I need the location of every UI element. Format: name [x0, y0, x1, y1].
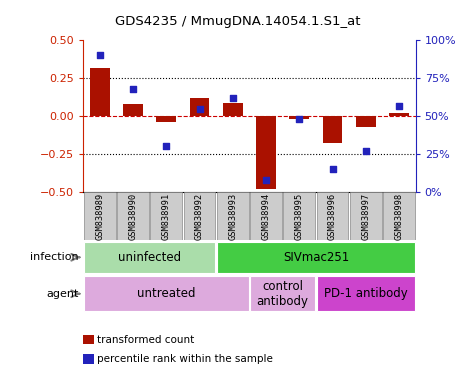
Bar [289, 116, 309, 119]
Point [162, 143, 170, 149]
Bar [117, 192, 149, 240]
Bar [356, 116, 376, 127]
Text: uninfected: uninfected [118, 251, 181, 264]
Text: control
antibody: control antibody [256, 280, 309, 308]
Bar [190, 98, 209, 116]
Text: SIVmac251: SIVmac251 [283, 251, 349, 264]
Text: GSM838993: GSM838993 [228, 192, 237, 240]
Bar [256, 116, 276, 189]
Bar [90, 68, 110, 116]
Bar [156, 116, 176, 122]
Point [229, 95, 237, 101]
Point [96, 53, 104, 59]
Point [196, 106, 203, 112]
Text: untreated: untreated [137, 287, 196, 300]
Point [262, 177, 270, 183]
Text: GSM838994: GSM838994 [262, 192, 270, 240]
Bar [223, 103, 243, 116]
Point [129, 86, 137, 92]
Bar [316, 192, 349, 240]
Text: GSM838997: GSM838997 [361, 192, 370, 240]
Bar [84, 276, 249, 311]
Point [395, 103, 403, 109]
Bar [183, 192, 216, 240]
Text: GSM838990: GSM838990 [129, 192, 137, 240]
Bar [250, 192, 282, 240]
Bar [383, 192, 415, 240]
Bar [217, 192, 249, 240]
Point [362, 148, 370, 154]
Bar [123, 104, 143, 116]
Text: GSM838995: GSM838995 [295, 192, 304, 240]
Text: GSM838992: GSM838992 [195, 192, 204, 240]
Bar [84, 242, 216, 273]
Bar [316, 276, 415, 311]
Text: GDS4235 / MmugDNA.14054.1.S1_at: GDS4235 / MmugDNA.14054.1.S1_at [115, 15, 360, 28]
Point [329, 166, 336, 172]
Bar [350, 192, 382, 240]
Text: percentile rank within the sample: percentile rank within the sample [97, 354, 273, 364]
Point [295, 116, 303, 122]
Text: agent: agent [46, 289, 78, 299]
Bar [323, 116, 342, 144]
Text: GSM838991: GSM838991 [162, 192, 171, 240]
Bar [84, 192, 116, 240]
Bar [250, 276, 315, 311]
Bar [217, 242, 415, 273]
Text: GSM838989: GSM838989 [95, 192, 104, 240]
Text: transformed count: transformed count [97, 335, 195, 345]
Bar [389, 113, 409, 116]
Bar [150, 192, 182, 240]
Text: GSM838996: GSM838996 [328, 192, 337, 240]
Text: infection: infection [30, 252, 78, 262]
Bar [283, 192, 315, 240]
Text: GSM838998: GSM838998 [395, 192, 403, 240]
Text: PD-1 antibody: PD-1 antibody [324, 287, 408, 300]
